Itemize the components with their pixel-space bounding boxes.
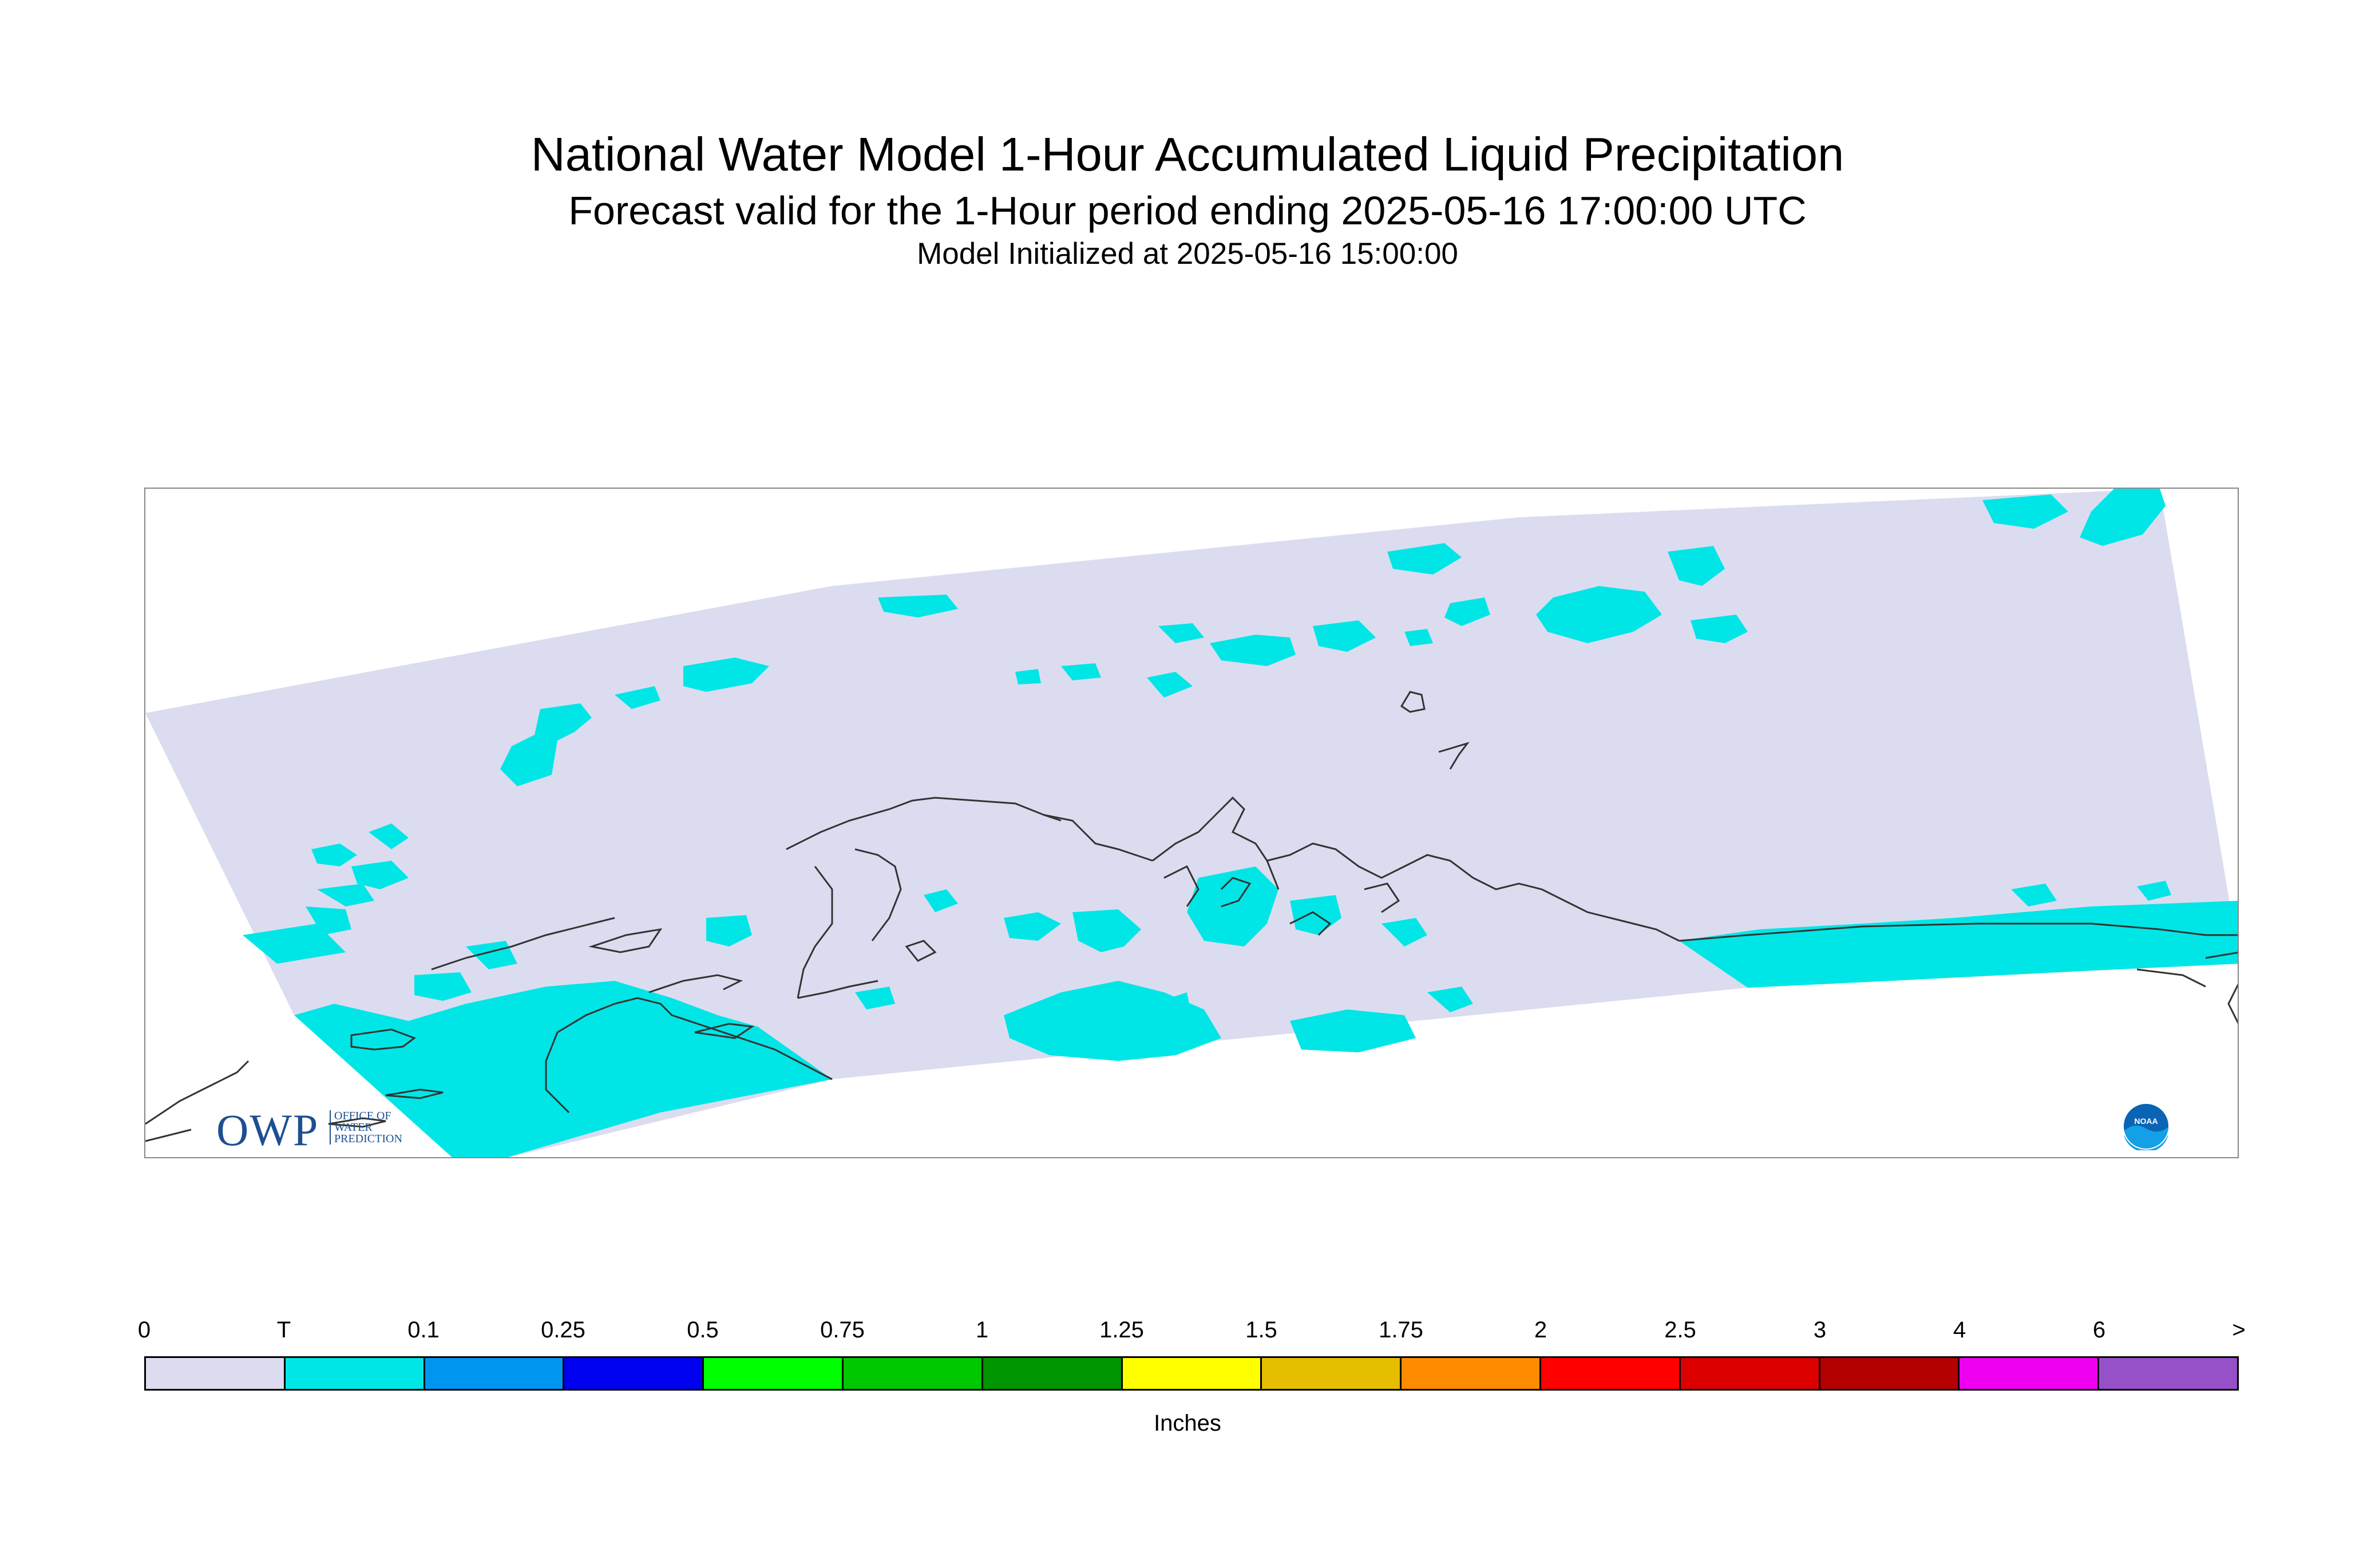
legend-tick-label: 2 bbox=[1534, 1317, 1547, 1343]
legend-swatch bbox=[425, 1358, 565, 1389]
legend-swatch bbox=[1402, 1358, 1541, 1389]
legend-swatch bbox=[1262, 1358, 1402, 1389]
owp-logo-subtext: OFFICE OF WATER PREDICTION bbox=[330, 1110, 437, 1145]
legend-tick-label: > bbox=[2232, 1317, 2246, 1343]
legend-swatch bbox=[146, 1358, 286, 1389]
legend-tick-label: 0.75 bbox=[820, 1317, 865, 1343]
legend-tick-label: 1 bbox=[975, 1317, 989, 1343]
legend-swatch bbox=[1122, 1358, 1262, 1389]
legend-swatch bbox=[285, 1358, 425, 1389]
legend-swatch bbox=[1680, 1358, 1820, 1389]
model-domain bbox=[145, 489, 2238, 1157]
legend-swatch bbox=[2099, 1358, 2237, 1389]
legend-tick-label: 0.5 bbox=[687, 1317, 719, 1343]
owp-sub-line: WATER bbox=[334, 1121, 373, 1134]
legend-tick-label: 0 bbox=[137, 1317, 151, 1343]
trace-precip-areas bbox=[243, 489, 2238, 1157]
legend-unit-label: Inches bbox=[1154, 1411, 1221, 1436]
model-init-text: Model Initialized at 2025-05-16 15:00:00 bbox=[917, 237, 1458, 271]
legend-tick-label: T bbox=[276, 1317, 291, 1343]
legend-tick-label: 2.5 bbox=[1664, 1317, 1696, 1343]
noaa-logo: NOAA bbox=[2123, 1103, 2170, 1150]
legend-swatch bbox=[1541, 1358, 1681, 1389]
owp-logo-text: OWP bbox=[216, 1105, 319, 1155]
legend-swatch bbox=[1960, 1358, 2100, 1389]
legend-tick-label: 1.75 bbox=[1379, 1317, 1423, 1343]
legend-tick-label: 3 bbox=[1813, 1317, 1827, 1343]
owp-sub-line: PREDICTION bbox=[334, 1133, 402, 1145]
owp-sub-line: OFFICE OF bbox=[334, 1110, 391, 1122]
legend-tick-label: 0.25 bbox=[541, 1317, 585, 1343]
legend-colorbar bbox=[144, 1356, 2239, 1391]
legend-swatch bbox=[843, 1358, 983, 1389]
legend-tick-label: 6 bbox=[2092, 1317, 2106, 1343]
map-frame bbox=[144, 488, 2239, 1158]
legend-swatch bbox=[983, 1358, 1123, 1389]
map-subtitle: Forecast valid for the 1-Hour period end… bbox=[568, 188, 1807, 233]
legend-tick-label: 1.5 bbox=[1245, 1317, 1277, 1343]
legend-tick-label: 1.25 bbox=[1099, 1317, 1144, 1343]
precip-map bbox=[145, 489, 2238, 1157]
map-title: National Water Model 1-Hour Accumulated … bbox=[531, 128, 1844, 181]
legend-swatch bbox=[564, 1358, 704, 1389]
legend-tick-label: 4 bbox=[1953, 1317, 1966, 1343]
noaa-logo-text: NOAA bbox=[2134, 1116, 2158, 1126]
legend-tick-label: 0.1 bbox=[407, 1317, 440, 1343]
legend-swatch bbox=[1820, 1358, 1960, 1389]
coastlines bbox=[145, 691, 2238, 1142]
legend-swatch bbox=[704, 1358, 844, 1389]
